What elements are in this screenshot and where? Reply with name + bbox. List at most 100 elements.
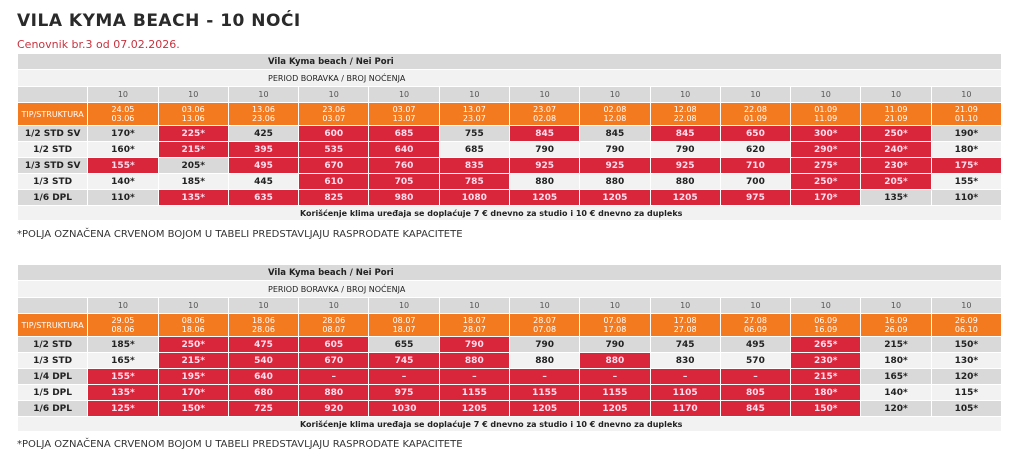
period-end: 03.07 [322, 114, 346, 123]
price-cell-sold-out: 845 [649, 125, 721, 142]
period-start: 18.07 [462, 316, 486, 325]
price-cell-sold-out: 605 [298, 336, 370, 353]
heading-row: Vila Kyma beach / Nei Pori [17, 264, 1002, 281]
price-cell: 140* [87, 173, 159, 190]
price-cell-sold-out: 705 [368, 173, 440, 190]
price-cell-sold-out: 600 [298, 125, 370, 142]
price-cell-sold-out: 250* [157, 336, 229, 353]
room-type: 1/2 STD [16, 141, 89, 158]
price-cell-sold-out: 760 [368, 157, 440, 174]
nights-count: 10 [227, 297, 300, 314]
period-dates: 23.07 02.08 [508, 102, 581, 126]
price-row: 1/2 STD 185* 250* 475 605 655 790 790 790 745 495 2… [16, 336, 1003, 353]
period-start: 23.07 [533, 105, 557, 114]
period-dates: 28.06 08.07 [298, 313, 370, 337]
price-cell-sold-out: 495 [227, 157, 300, 174]
nights-count: 10 [508, 86, 581, 103]
period-dates: 27.08 06.09 [719, 313, 792, 337]
price-cell-sold-out: 1205 [579, 189, 651, 206]
nights-count: 10 [438, 297, 510, 314]
price-cell-sold-out: 845 [508, 125, 581, 142]
period-end: 01.10 [954, 114, 978, 123]
price-cell-sold-out: 135* [157, 189, 229, 206]
price-row: 1/2 STD SV 170* 225* 425 600 685 755 845 845 845 6… [16, 125, 1003, 142]
period-start: 24.05 [111, 105, 135, 114]
period-start: 21.09 [954, 105, 978, 114]
period-end: 08.06 [111, 325, 135, 334]
period-start: 02.08 [603, 105, 627, 114]
period-dates: 03.07 13.07 [368, 102, 440, 126]
period-end: 08.07 [322, 325, 346, 334]
price-cell-sold-out: 170* [157, 384, 229, 401]
period-label-row: PERIOD BORAVKA / BROJ NOĆENJA [17, 280, 1002, 298]
price-cell-sold-out: 175* [930, 157, 1003, 174]
price-cell-sold-out: – [719, 368, 792, 385]
price-row: 1/3 STD 140* 185* 445 610 705 785 880 880 880 700 2… [16, 173, 1003, 190]
price-row: 1/3 STD 165* 215* 540 670 745 880 880 880 830 570 2… [16, 352, 1003, 369]
period-end: 28.07 [462, 325, 486, 334]
period-dates-row: TIP/STRUKTURA 24.05 03.06 03.06 13.06 13.06 23… [16, 102, 1003, 126]
period-dates: 11.09 21.09 [860, 102, 932, 126]
price-cell: 700 [719, 173, 792, 190]
price-cell: 150* [930, 336, 1003, 353]
price-cell: 880 [579, 173, 651, 190]
price-cell-sold-out: 610 [298, 173, 370, 190]
price-cell-sold-out: 215* [790, 368, 862, 385]
period-start: 03.07 [392, 105, 416, 114]
type-structure-header: TIP/STRUKTURA [16, 313, 89, 337]
period-end: 16.09 [814, 325, 838, 334]
period-end: 22.08 [673, 114, 697, 123]
price-cell-sold-out: – [438, 368, 510, 385]
price-cell-sold-out: 1205 [438, 400, 510, 417]
room-type: 1/4 DPL [16, 368, 89, 385]
period-end: 28.06 [252, 325, 275, 334]
period-end: 21.09 [884, 114, 908, 123]
price-cell-sold-out: 920 [298, 400, 370, 417]
period-end: 18.07 [392, 325, 416, 334]
nights-count: 10 [508, 297, 581, 314]
price-cell: 880 [649, 173, 721, 190]
price-cell-sold-out: 475 [227, 336, 300, 353]
footer-row: Korišćenje klima uređaja se doplaćuje 7 … [17, 416, 1002, 432]
period-dates: 22.08 01.09 [719, 102, 792, 126]
period-dates: 13.07 23.07 [438, 102, 510, 126]
price-cell-sold-out: 680 [227, 384, 300, 401]
period-dates: 17.08 27.08 [649, 313, 721, 337]
price-cell-sold-out: 1205 [508, 189, 581, 206]
period-end: 06.10 [954, 325, 978, 334]
price-cell: 140* [860, 384, 932, 401]
price-cell-sold-out: – [508, 368, 581, 385]
period-label: PERIOD BORAVKA / BROJ NOĆENJA [17, 69, 1002, 87]
price-cell-sold-out: 710 [719, 157, 792, 174]
price-cell-sold-out: 1155 [579, 384, 651, 401]
price-cell-sold-out: 825 [298, 189, 370, 206]
nights-count: 10 [649, 297, 721, 314]
period-dates: 23.06 03.07 [298, 102, 370, 126]
price-cell-sold-out: 880 [298, 384, 370, 401]
room-type: 1/3 STD [16, 352, 89, 369]
price-cell: 115* [930, 384, 1003, 401]
price-cell-sold-out: 650 [719, 125, 792, 142]
nights-count: 10 [298, 86, 370, 103]
price-cell-sold-out: 685 [368, 125, 440, 142]
price-cell-sold-out: 725 [227, 400, 300, 417]
price-row: 1/5 DPL 135* 170* 680 880 975 1155 1155 1155 1105… [16, 384, 1003, 401]
price-cell-sold-out: 250* [790, 173, 862, 190]
period-dates: 02.08 12.08 [579, 102, 651, 126]
period-start: 22.08 [744, 105, 767, 114]
period-dates: 18.07 28.07 [438, 313, 510, 337]
price-cell: 160* [87, 141, 159, 158]
price-cell-sold-out: 1030 [368, 400, 440, 417]
nights-count: 10 [157, 297, 229, 314]
period-end: 18.06 [181, 325, 205, 334]
period-start: 28.06 [322, 316, 346, 325]
price-cell-sold-out: 640 [368, 141, 440, 158]
price-cell-sold-out: 640 [227, 368, 300, 385]
period-dates-row: TIP/STRUKTURA 29.05 08.06 08.06 18.06 18.06 28… [16, 313, 1003, 337]
period-dates: 21.09 01.10 [930, 102, 1003, 126]
price-cell: 135* [860, 189, 932, 206]
price-cell: 685 [438, 141, 510, 158]
price-row: 1/2 STD 160* 215* 395 535 640 685 790 790 790 620 2… [16, 141, 1003, 158]
nights-count: 10 [87, 297, 159, 314]
price-cell-sold-out: 155* [87, 157, 159, 174]
